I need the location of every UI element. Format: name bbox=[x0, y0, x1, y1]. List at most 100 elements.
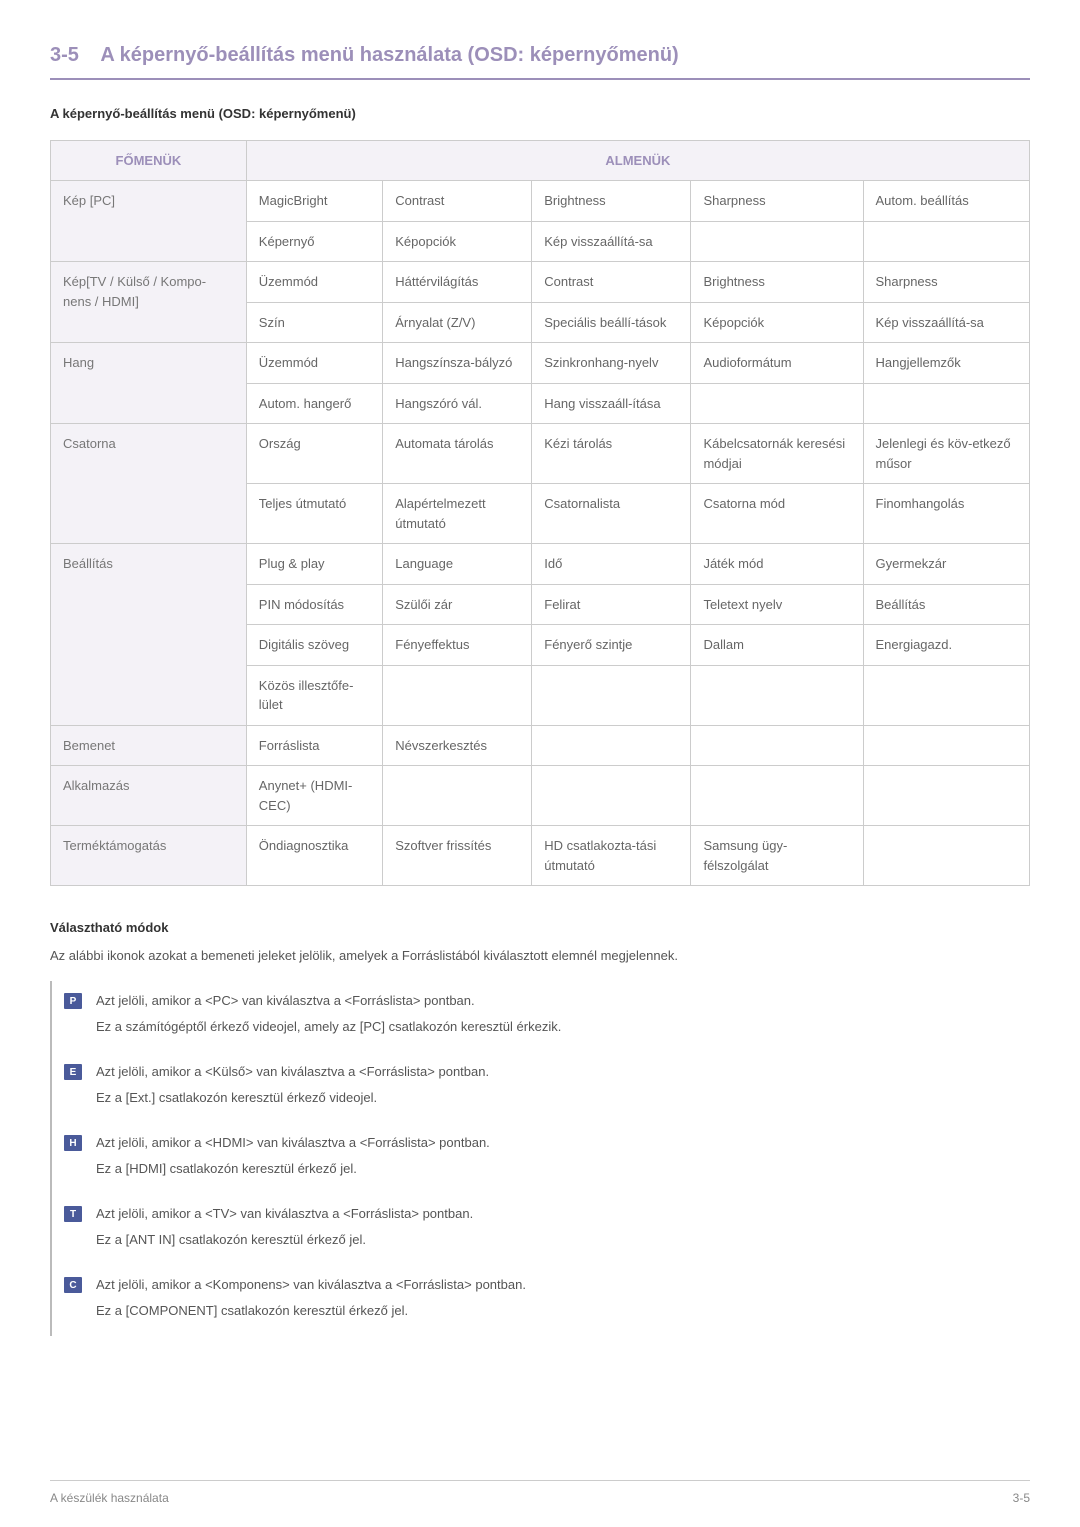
mode-line2: Ez a [COMPONENT] csatlakozón keresztül é… bbox=[96, 1301, 526, 1321]
submenu-cell bbox=[691, 725, 863, 766]
section-title-text: A képernyő-beállítás menü használata (OS… bbox=[100, 44, 678, 66]
e-mode-icon: E bbox=[64, 1064, 82, 1080]
mode-line1: Azt jelöli, amikor a <Külső> van kiválas… bbox=[96, 1062, 489, 1082]
submenu-cell: Gyermekzár bbox=[863, 544, 1030, 585]
submenu-cell: Brightness bbox=[691, 262, 863, 303]
p-mode-icon: P bbox=[64, 993, 82, 1009]
submenu-cell: Fényeffektus bbox=[383, 625, 532, 666]
mode-row: H Azt jelöli, amikor a <HDMI> van kiválas… bbox=[52, 1123, 1030, 1194]
submenu-cell bbox=[532, 725, 691, 766]
submenu-cell bbox=[863, 383, 1030, 424]
footer-right: 3-5 bbox=[1013, 1489, 1030, 1507]
submenu-cell bbox=[691, 665, 863, 725]
submenu-cell bbox=[863, 665, 1030, 725]
h-mode-icon: H bbox=[64, 1135, 82, 1151]
submenu-cell: Árnyalat (Z/V) bbox=[383, 302, 532, 343]
submenu-cell: Jelenlegi és köv-etkező műsor bbox=[863, 424, 1030, 484]
submenu-cell: Közös illesztőfe-lület bbox=[246, 665, 382, 725]
submenu-cell: Játék mód bbox=[691, 544, 863, 585]
submenu-cell: Dallam bbox=[691, 625, 863, 666]
submenu-cell: Üzemmód bbox=[246, 262, 382, 303]
submenu-cell: Kép visszaállítá-sa bbox=[532, 221, 691, 262]
submenu-cell: Teletext nyelv bbox=[691, 584, 863, 625]
submenu-cell bbox=[863, 725, 1030, 766]
mode-line2: Ez a [ANT IN] csatlakozón keresztül érke… bbox=[96, 1230, 473, 1250]
submenu-cell: Hangszínsza-bályzó bbox=[383, 343, 532, 384]
mode-line2: Ez a [HDMI] csatlakozón keresztül érkező… bbox=[96, 1159, 490, 1179]
mode-line2: Ez a [Ext.] csatlakozón keresztül érkező… bbox=[96, 1088, 489, 1108]
submenu-cell: Szín bbox=[246, 302, 382, 343]
submenu-cell: Háttérvilágítás bbox=[383, 262, 532, 303]
submenu-cell: Idő bbox=[532, 544, 691, 585]
main-menu-cell: Kép[TV / Külső / Kompo-nens / HDMI] bbox=[51, 262, 247, 343]
t-mode-icon: T bbox=[64, 1206, 82, 1222]
submenu-cell bbox=[863, 766, 1030, 826]
main-menu-cell: Kép [PC] bbox=[51, 181, 247, 262]
submenu-cell: Felirat bbox=[532, 584, 691, 625]
submenu-cell: Képopciók bbox=[383, 221, 532, 262]
th-main: FŐMENÜK bbox=[51, 140, 247, 181]
submenu-cell: Kézi tárolás bbox=[532, 424, 691, 484]
submenu-cell: Képernyő bbox=[246, 221, 382, 262]
submenu-cell: Speciális beállí-tások bbox=[532, 302, 691, 343]
submenu-cell: Alapértelmezett útmutató bbox=[383, 484, 532, 544]
submenu-cell: Brightness bbox=[532, 181, 691, 222]
main-menu-cell: Terméktámogatás bbox=[51, 826, 247, 886]
submenu-cell bbox=[863, 826, 1030, 886]
submenu-cell: Autom. beállítás bbox=[863, 181, 1030, 222]
mode-text: Azt jelöli, amikor a <Komponens> van kiv… bbox=[96, 1275, 526, 1326]
submenu-cell: Kép visszaállítá-sa bbox=[863, 302, 1030, 343]
submenu-cell: MagicBright bbox=[246, 181, 382, 222]
submenu-cell bbox=[863, 221, 1030, 262]
section-number: 3-5 bbox=[50, 44, 79, 66]
submenu-cell: Ország bbox=[246, 424, 382, 484]
submenu-cell: Hang visszaáll-ítása bbox=[532, 383, 691, 424]
submenu-cell bbox=[383, 665, 532, 725]
section-heading: 3-5 A képernyő-beállítás menü használata… bbox=[50, 40, 1030, 70]
submenu-cell: Digitális szöveg bbox=[246, 625, 382, 666]
mode-line1: Azt jelöli, amikor a <Komponens> van kiv… bbox=[96, 1275, 526, 1295]
mode-line1: Azt jelöli, amikor a <TV> van kiválasztv… bbox=[96, 1204, 473, 1224]
mode-row: C Azt jelöli, amikor a <Komponens> van ki… bbox=[52, 1265, 1030, 1336]
submenu-cell: Fényerő szintje bbox=[532, 625, 691, 666]
page-footer: A készülék használata 3-5 bbox=[50, 1480, 1030, 1507]
submenu-cell: Szinkronhang-nyelv bbox=[532, 343, 691, 384]
modes-desc: Az alábbi ikonok azokat a bemeneti jelek… bbox=[50, 946, 1030, 966]
main-menu-cell: Bemenet bbox=[51, 725, 247, 766]
submenu-cell: Sharpness bbox=[691, 181, 863, 222]
submenu-cell: Contrast bbox=[383, 181, 532, 222]
mode-list: P Azt jelöli, amikor a <PC> van kiválaszt… bbox=[50, 981, 1030, 1336]
main-menu-cell: Alkalmazás bbox=[51, 766, 247, 826]
mode-text: Azt jelöli, amikor a <PC> van kiválasztv… bbox=[96, 991, 561, 1042]
submenu-cell: Kábelcsatornák keresési módjai bbox=[691, 424, 863, 484]
submenu-cell: Autom. hangerő bbox=[246, 383, 382, 424]
submenu-cell: Contrast bbox=[532, 262, 691, 303]
submenu-cell bbox=[691, 766, 863, 826]
footer-left: A készülék használata bbox=[50, 1489, 169, 1507]
submenu-cell: Anynet+ (HDMI-CEC) bbox=[246, 766, 382, 826]
submenu-cell: Hangszóró vál. bbox=[383, 383, 532, 424]
submenu-cell: Sharpness bbox=[863, 262, 1030, 303]
submenu-cell: Beállítás bbox=[863, 584, 1030, 625]
submenu-cell: Öndiagnosztika bbox=[246, 826, 382, 886]
submenu-cell: Üzemmód bbox=[246, 343, 382, 384]
submenu-cell: Audioformátum bbox=[691, 343, 863, 384]
submenu-cell: HD csatlakozta-tási útmutató bbox=[532, 826, 691, 886]
mode-line2: Ez a számítógéptől érkező videojel, amel… bbox=[96, 1017, 561, 1037]
mode-text: Azt jelöli, amikor a <Külső> van kiválas… bbox=[96, 1062, 489, 1113]
c-mode-icon: C bbox=[64, 1277, 82, 1293]
heading-rule bbox=[50, 78, 1030, 80]
th-sub: ALMENÜK bbox=[246, 140, 1029, 181]
submenu-cell: Hangjellemzők bbox=[863, 343, 1030, 384]
submenu-cell bbox=[532, 665, 691, 725]
submenu-cell: Energiagazd. bbox=[863, 625, 1030, 666]
main-menu-cell: Csatorna bbox=[51, 424, 247, 544]
submenu-cell: Samsung ügy-félszolgálat bbox=[691, 826, 863, 886]
submenu-cell: Szülői zár bbox=[383, 584, 532, 625]
submenu-cell: PIN módosítás bbox=[246, 584, 382, 625]
submenu-cell: Csatorna mód bbox=[691, 484, 863, 544]
mode-text: Azt jelöli, amikor a <HDMI> van kiválasz… bbox=[96, 1133, 490, 1184]
main-menu-cell: Hang bbox=[51, 343, 247, 424]
mode-text: Azt jelöli, amikor a <TV> van kiválasztv… bbox=[96, 1204, 473, 1255]
mode-line1: Azt jelöli, amikor a <PC> van kiválasztv… bbox=[96, 991, 561, 1011]
